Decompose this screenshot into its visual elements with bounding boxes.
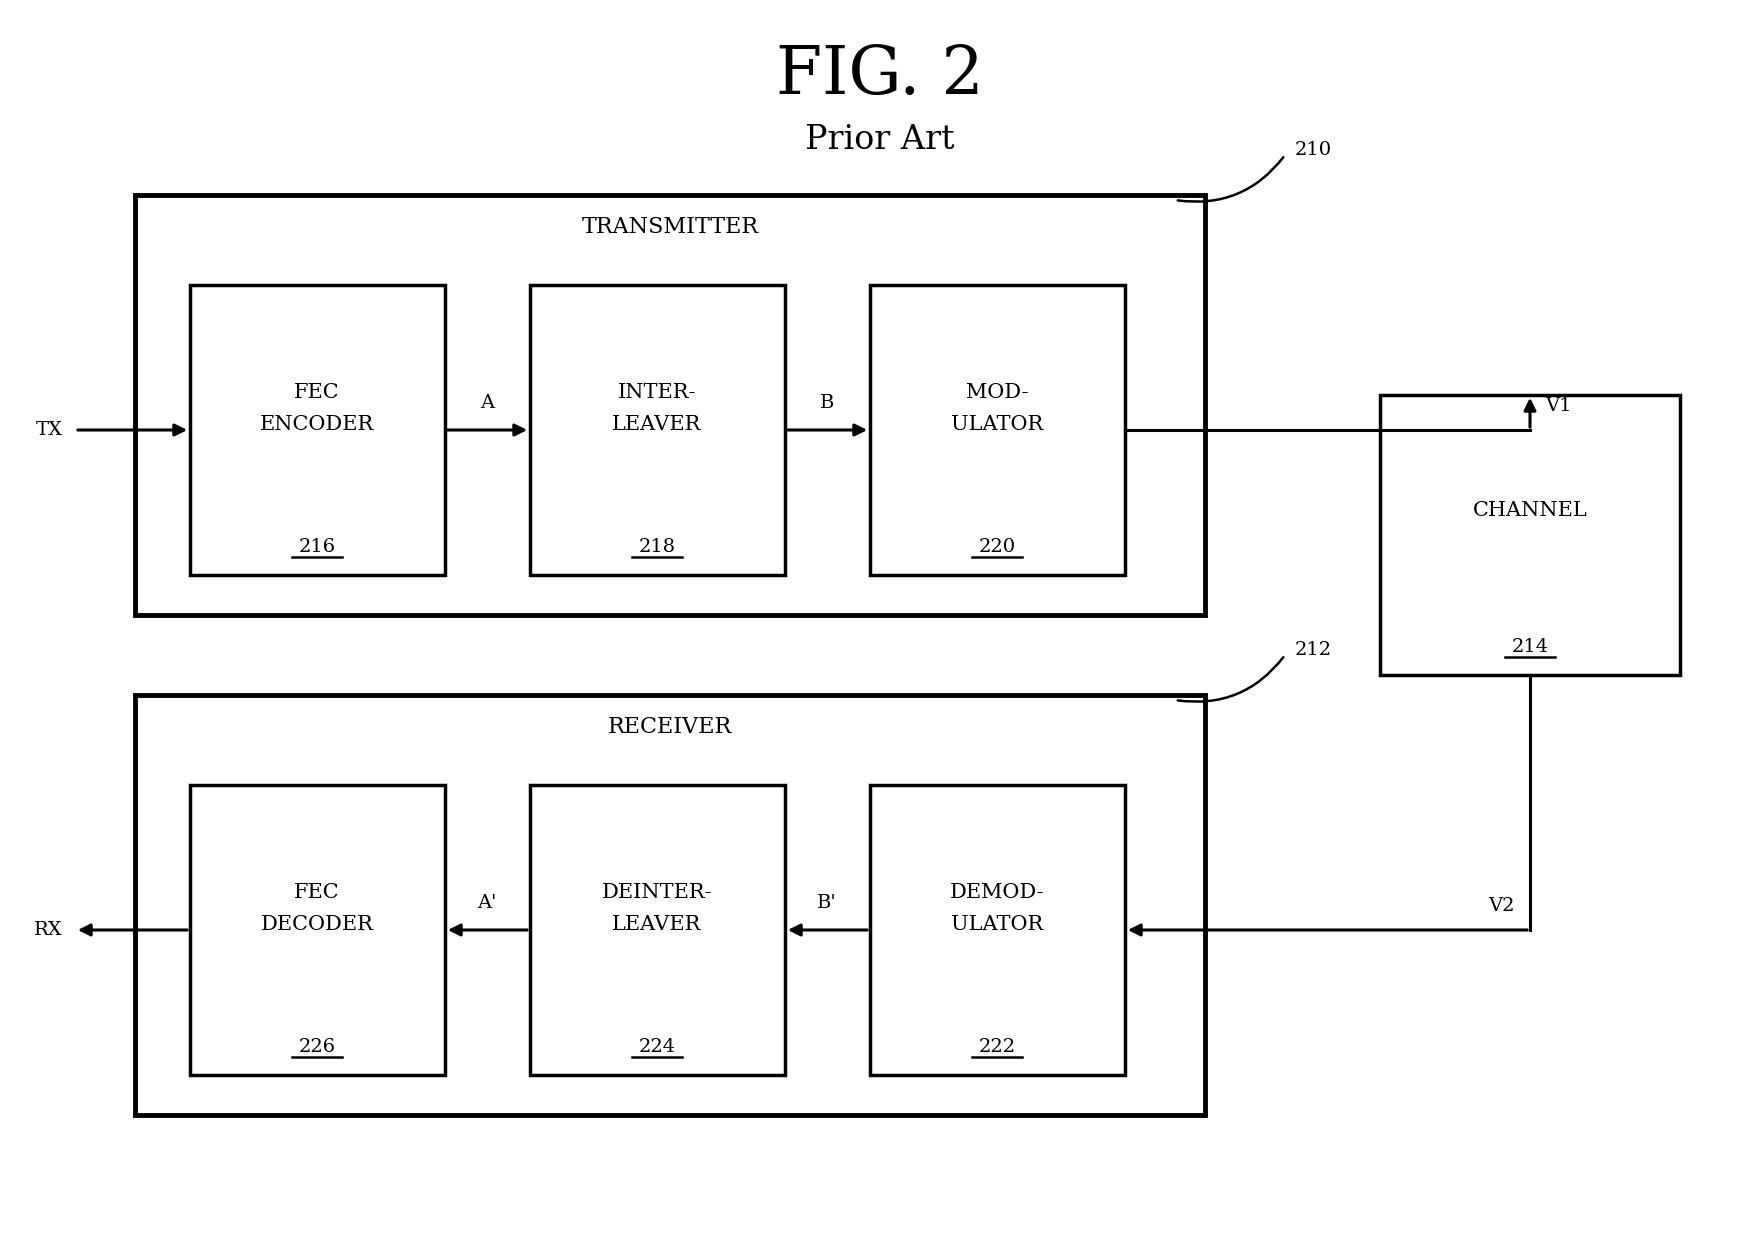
Text: 218: 218 <box>639 538 676 555</box>
Text: ULATOR: ULATOR <box>950 414 1044 433</box>
Text: RX: RX <box>35 922 63 939</box>
Text: A: A <box>480 395 495 412</box>
Text: DEMOD-: DEMOD- <box>950 882 1044 902</box>
Bar <box>1380 395 1681 675</box>
Text: Prior Art: Prior Art <box>804 124 956 156</box>
Bar <box>190 285 445 575</box>
Text: 212: 212 <box>1295 641 1332 659</box>
Text: INTER-: INTER- <box>618 382 697 402</box>
Bar <box>136 695 1206 1115</box>
Text: 220: 220 <box>979 538 1016 555</box>
Text: TRANSMITTER: TRANSMITTER <box>581 216 759 238</box>
Text: 210: 210 <box>1295 141 1332 160</box>
Text: 224: 224 <box>639 1038 676 1056</box>
Text: ENCODER: ENCODER <box>260 414 375 433</box>
Text: A': A' <box>477 894 496 912</box>
Bar <box>190 785 445 1075</box>
Text: ULATOR: ULATOR <box>950 914 1044 934</box>
Text: DEINTER-: DEINTER- <box>602 882 713 902</box>
Text: 216: 216 <box>299 538 336 555</box>
Text: CHANNEL: CHANNEL <box>1473 501 1588 520</box>
Bar <box>869 285 1125 575</box>
Text: FIG. 2: FIG. 2 <box>776 42 984 108</box>
Text: B': B' <box>817 894 836 912</box>
Text: MOD-: MOD- <box>966 382 1028 402</box>
Bar <box>869 785 1125 1075</box>
Text: FEC: FEC <box>294 882 340 902</box>
Text: FEC: FEC <box>294 382 340 402</box>
Text: V2: V2 <box>1489 897 1515 915</box>
Bar <box>136 195 1206 615</box>
Text: DECODER: DECODER <box>260 914 373 934</box>
Text: 222: 222 <box>979 1038 1016 1056</box>
Bar <box>530 785 785 1075</box>
Text: LEAVER: LEAVER <box>612 914 702 934</box>
Text: LEAVER: LEAVER <box>612 414 702 433</box>
Bar <box>530 285 785 575</box>
Text: 214: 214 <box>1512 638 1549 656</box>
Text: RECEIVER: RECEIVER <box>607 716 732 738</box>
Text: B: B <box>820 395 834 412</box>
Text: V1: V1 <box>1545 397 1572 414</box>
Text: 226: 226 <box>299 1038 336 1056</box>
Text: TX: TX <box>35 421 63 439</box>
